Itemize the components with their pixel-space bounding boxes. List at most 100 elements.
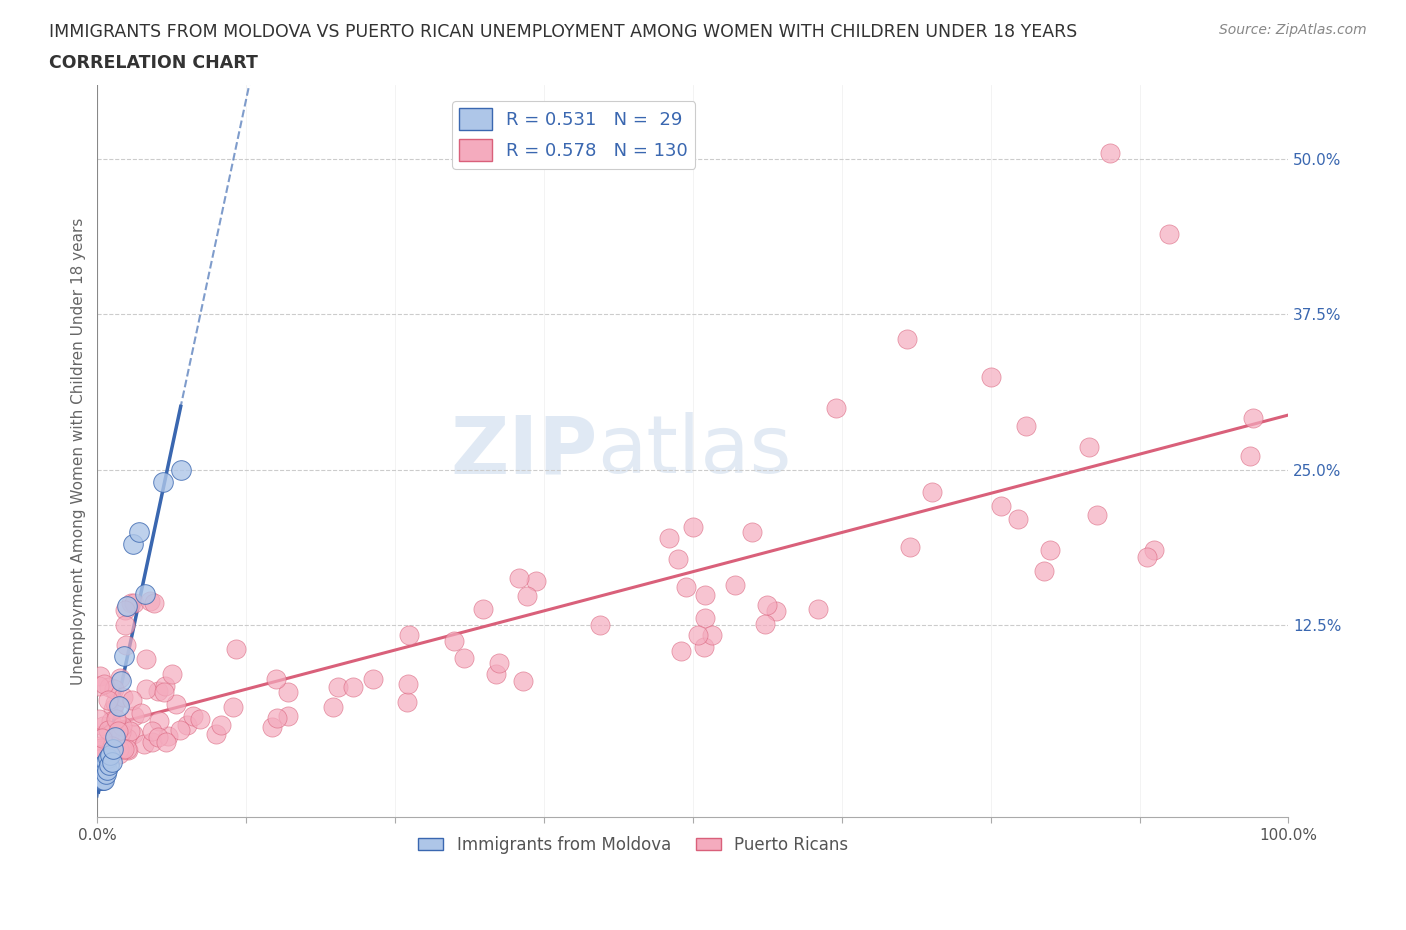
Point [87,748,110,763]
Point [322,699,344,714]
Point [91,730,114,745]
Point [135,681,157,696]
Point [89,773,111,788]
Point [160,666,183,681]
Point [114,618,136,632]
Point [1136,550,1159,565]
Point [1007,512,1029,526]
Point [755,598,778,613]
Point [1143,542,1166,557]
Point [97,679,120,694]
Point [107,723,129,737]
Point [112,648,135,663]
Point [93,773,115,788]
Point [120,596,142,611]
Point [107,698,129,713]
Point [1039,543,1062,558]
Point [262,720,284,735]
Point [361,671,384,686]
Point [89,761,111,776]
Point [93,751,115,766]
Point [122,709,145,724]
Point [1033,564,1056,578]
Point [990,499,1012,514]
Point [94,754,117,769]
Point [188,711,211,726]
Point [104,729,127,744]
Point [112,690,135,705]
Point [117,743,139,758]
Point [156,728,179,743]
Point [111,718,134,733]
Point [101,744,124,759]
Point [170,462,193,477]
Point [96,741,118,756]
Point [89,738,111,753]
Point [741,525,763,539]
Point [669,644,692,658]
Point [1241,411,1264,426]
Point [266,711,288,725]
Point [692,640,714,655]
Point [693,588,716,603]
Point [668,551,690,566]
Point [91,763,114,777]
Point [266,671,288,686]
Point [93,761,115,776]
Point [675,580,697,595]
Point [222,699,245,714]
Point [97,692,120,707]
Point [132,737,155,751]
Point [105,711,128,726]
Point [472,602,495,617]
Text: atlas: atlas [598,412,792,490]
Point [122,596,145,611]
Legend: Immigrants from Moldova, Puerto Ricans: Immigrants from Moldova, Puerto Ricans [412,829,855,860]
Point [1098,146,1121,161]
Point [205,726,228,741]
Point [146,684,169,698]
Point [277,684,299,699]
Point [115,638,138,653]
Point [108,671,131,685]
Y-axis label: Unemployment Among Women with Children Under 18 years: Unemployment Among Women with Children U… [72,218,86,684]
Point [141,734,163,749]
Point [398,628,420,643]
Point [443,633,465,648]
Point [94,766,117,781]
Point [1239,448,1261,463]
Point [122,726,145,741]
Point [165,697,187,711]
Point [107,724,129,739]
Point [488,655,510,670]
Point [101,741,124,756]
Point [115,599,138,614]
Point [754,617,776,631]
Point [108,747,131,762]
Point [90,773,112,788]
Point [112,741,135,756]
Point [100,754,122,769]
Point [91,758,114,773]
Point [98,758,121,773]
Point [115,730,138,745]
Point [485,666,508,681]
Point [453,650,475,665]
Point [148,713,170,728]
Point [87,679,110,694]
Point [980,369,1002,384]
Text: CORRELATION CHART: CORRELATION CHART [49,54,259,72]
Point [900,539,922,554]
Point [100,713,122,728]
Point [96,763,118,777]
Point [588,618,610,632]
Point [342,680,364,695]
Point [516,589,538,604]
Point [91,773,114,788]
Point [225,642,247,657]
Point [138,594,160,609]
Point [114,603,136,618]
Point [896,332,918,347]
Point [1015,418,1038,433]
Point [101,702,124,717]
